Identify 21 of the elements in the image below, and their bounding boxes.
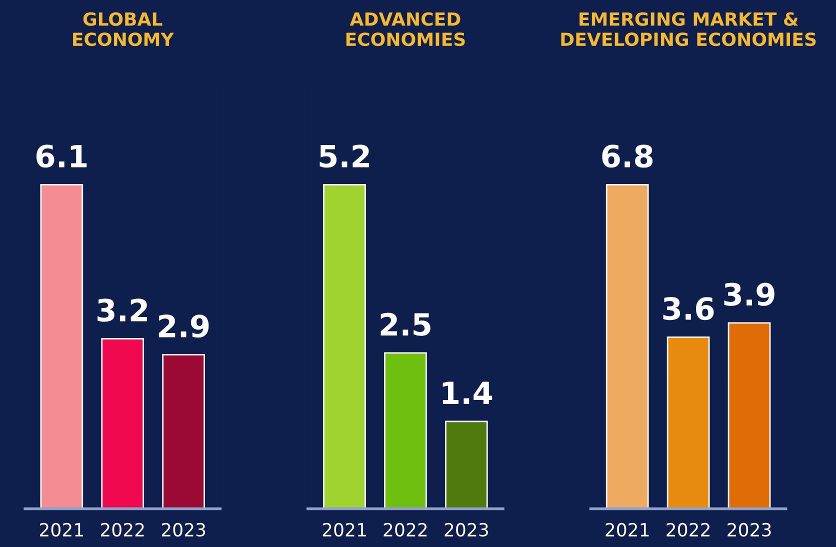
data-label: 6.1 xyxy=(36,144,87,168)
x-tick-label: 2023 xyxy=(162,522,206,537)
data-label: 6.8 xyxy=(602,144,653,168)
x-tick-label: 2021 xyxy=(606,522,649,537)
chart-title: ADVANCED ECONOMIES xyxy=(346,12,465,46)
data-label: 1.4 xyxy=(442,382,492,404)
x-tick-label: 2023 xyxy=(728,522,771,537)
chart-title: GLOBAL ECONOMY xyxy=(73,12,174,46)
x-tick-label: 2021 xyxy=(322,522,366,537)
data-label: 2.5 xyxy=(380,312,430,336)
x-tick-label: 2023 xyxy=(444,522,488,537)
data-label: 3.2 xyxy=(98,298,148,322)
data-label: 3.6 xyxy=(663,297,714,320)
data-label: 2.9 xyxy=(158,314,209,338)
data-label: 3.9 xyxy=(724,282,774,306)
x-tick-label: 2022 xyxy=(100,522,144,537)
x-tick-label: 2021 xyxy=(40,522,83,537)
data-label: 5.2 xyxy=(320,144,369,168)
x-tick-label: 2022 xyxy=(666,522,710,537)
x-tick-label: 2022 xyxy=(384,522,427,537)
chart-title: EMERGING MARKET & DEVELOPING ECONOMIES xyxy=(561,12,816,46)
